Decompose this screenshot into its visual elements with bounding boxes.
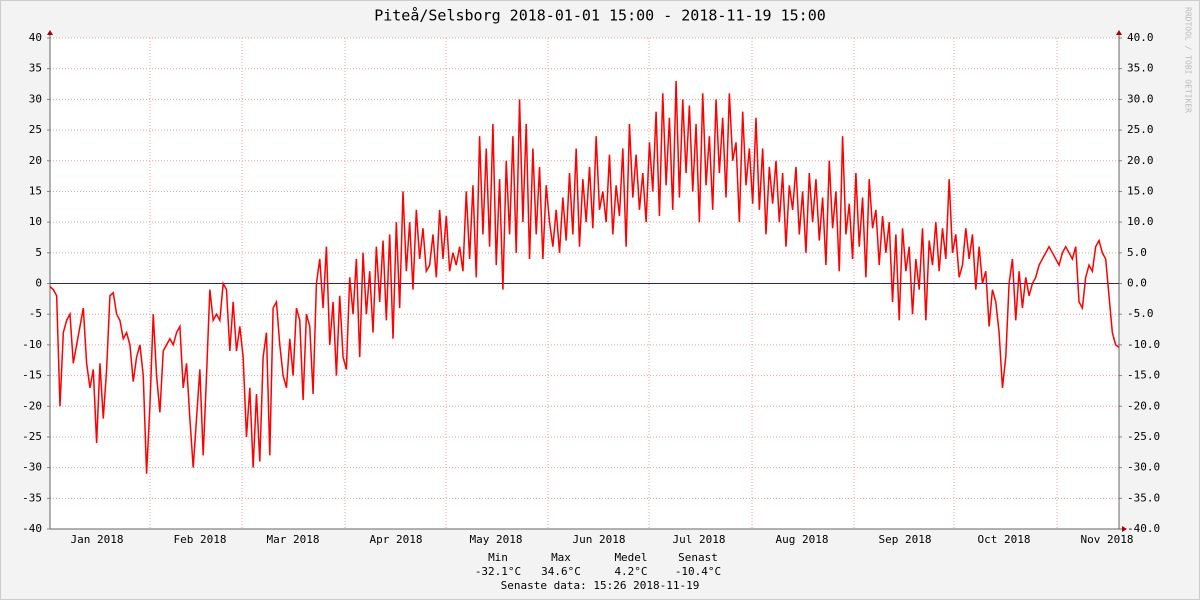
y2-tick-label: -30.0: [1127, 461, 1160, 474]
y-tick-label: 35: [29, 62, 42, 75]
footer: Senaste data: 15:26 2018-11-19: [501, 579, 700, 592]
y-tick-label: -10: [22, 338, 42, 351]
y2-tick-label: 20.0: [1127, 154, 1154, 167]
y-tick-label: 40: [29, 31, 42, 44]
y-tick-label: -25: [22, 430, 42, 443]
chart-title: Piteå/Selsborg 2018-01-01 15:00 - 2018-1…: [374, 7, 826, 25]
y2-tick-label: 35.0: [1127, 62, 1154, 75]
y2-tick-label: -40.0: [1127, 522, 1160, 535]
y2-tick-label: 40.0: [1127, 31, 1154, 44]
summary-value: -10.4°C: [675, 565, 721, 578]
x-tick-label: Jun 2018: [573, 533, 626, 546]
summary-label: Senast: [678, 551, 718, 564]
y2-tick-label: 0.0: [1127, 277, 1147, 290]
x-tick-label: Feb 2018: [174, 533, 227, 546]
watermark: RRDTOOL / TOBI OETIKER: [1184, 7, 1193, 113]
y2-tick-label: -35.0: [1127, 491, 1160, 504]
axis-arrow: [1116, 30, 1122, 35]
y-tick-label: 5: [35, 246, 42, 259]
y2-tick-label: 5.0: [1127, 246, 1147, 259]
y-tick-label: -30: [22, 461, 42, 474]
y2-tick-label: -5.0: [1127, 307, 1154, 320]
y-tick-label: 30: [29, 92, 42, 105]
y-tick-label: 0: [35, 277, 42, 290]
summary-label: Medel: [614, 551, 647, 564]
x-tick-label: Aug 2018: [776, 533, 829, 546]
axis-arrow: [1122, 526, 1127, 532]
y2-tick-label: -20.0: [1127, 399, 1160, 412]
x-tick-label: Mar 2018: [267, 533, 320, 546]
y-tick-label: 20: [29, 154, 42, 167]
summary-value: -32.1°C: [475, 565, 521, 578]
summary-value: 4.2°C: [614, 565, 647, 578]
y2-tick-label: -25.0: [1127, 430, 1160, 443]
y-tick-label: 15: [29, 184, 42, 197]
data-line: [49, 80, 1120, 474]
summary-label: Max: [551, 551, 571, 564]
y-tick-label: 10: [29, 215, 42, 228]
y-tick-label: -20: [22, 399, 42, 412]
y-tick-label: -35: [22, 491, 42, 504]
x-tick-label: Jan 2018: [71, 533, 124, 546]
y-tick-label: -5: [29, 307, 42, 320]
x-tick-label: May 2018: [470, 533, 523, 546]
y2-tick-label: 30.0: [1127, 92, 1154, 105]
y-tick-label: 25: [29, 123, 42, 136]
y2-tick-label: 10.0: [1127, 215, 1154, 228]
x-tick-label: Jul 2018: [673, 533, 726, 546]
y2-tick-label: 15.0: [1127, 184, 1154, 197]
axis-arrow: [47, 30, 53, 35]
y2-tick-label: -15.0: [1127, 369, 1160, 382]
x-tick-label: Oct 2018: [978, 533, 1031, 546]
y-tick-label: -15: [22, 369, 42, 382]
summary-label: Min: [488, 551, 508, 564]
summary-value: 34.6°C: [541, 565, 581, 578]
x-tick-label: Nov 2018: [1081, 533, 1134, 546]
x-tick-label: Apr 2018: [370, 533, 423, 546]
y2-tick-label: 25.0: [1127, 123, 1154, 136]
y2-tick-label: -10.0: [1127, 338, 1160, 351]
y-tick-label: -40: [22, 522, 42, 535]
x-tick-label: Sep 2018: [879, 533, 932, 546]
